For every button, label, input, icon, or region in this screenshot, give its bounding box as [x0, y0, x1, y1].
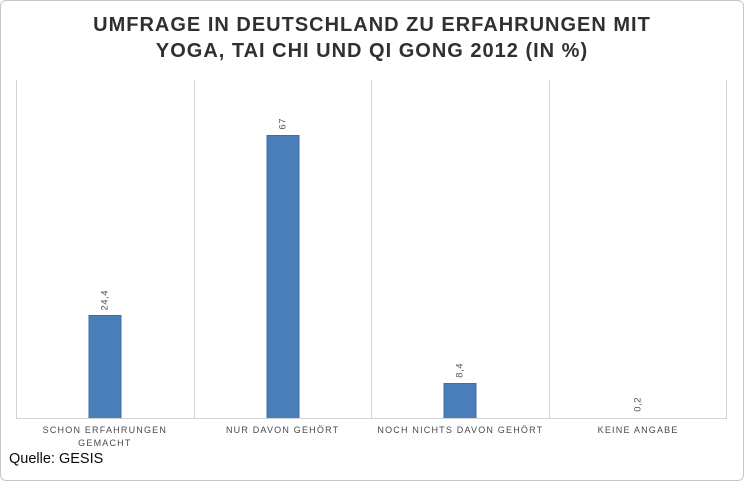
source-label: Quelle: GESIS [9, 451, 104, 467]
bar-1 [88, 315, 122, 418]
category-axis: SCHON ERFAHRUNGEN GEMACHT NUR DAVON GEHÖR… [16, 424, 727, 450]
category-label-4: KEINE ANGABE [597, 425, 679, 435]
category-label-1: SCHON ERFAHRUNGEN GEMACHT [42, 425, 168, 448]
bar-value-label-4: 0,2 [632, 397, 644, 412]
category-label-2: NUR DAVON GEHÖRT [225, 425, 340, 435]
grid-column-2: 67 [195, 80, 372, 418]
bar-2 [266, 135, 300, 418]
category-label-3: NOCH NICHTS DAVON GEHÖRT [377, 425, 544, 435]
bar-3 [443, 383, 477, 418]
plot-area: 24,4 67 8,4 0,2 [16, 80, 727, 419]
grid-column-1: 24,4 [16, 80, 195, 418]
bar-value-label-2: 67 [277, 118, 289, 130]
grid-column-4: 0,2 [550, 80, 727, 418]
bar-value-label-1: 24,4 [99, 289, 111, 311]
chart-title-line1: UMFRAGE IN DEUTSCHLAND ZU ERFAHRUNGEN MI… [93, 14, 651, 36]
chart-title-line2: YOGA, TAI CHI UND QI GONG 2012 (IN %) [155, 40, 589, 62]
bar-value-label-3: 8,4 [454, 363, 466, 378]
chart-title: UMFRAGE IN DEUTSCHLAND ZU ERFAHRUNGEN MI… [1, 12, 743, 64]
grid-column-3: 8,4 [372, 80, 550, 418]
